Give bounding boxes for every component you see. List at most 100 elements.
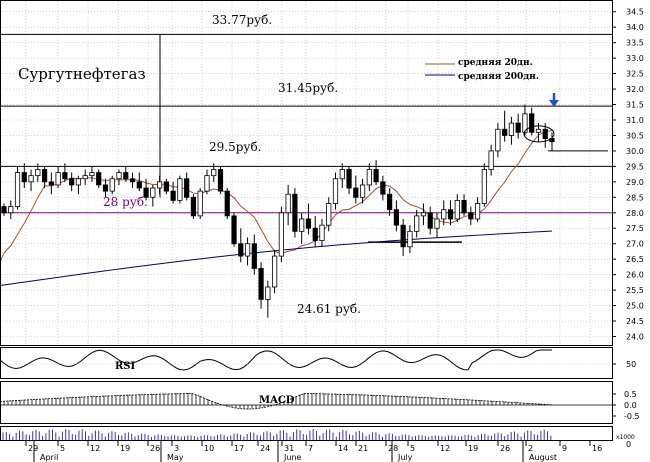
x-tick-label: 12 [440,444,450,453]
down-arrow-head [549,100,559,107]
candle-body [468,212,474,220]
candle-body [353,187,359,198]
candle-body [224,190,230,217]
level-label-33-77: 33.77руб. [212,13,272,27]
y-tick-label: 26.5 [626,255,644,264]
y-tick-label: 29.5 [626,162,644,171]
x-tick-label: 9 [562,444,567,453]
candle-body [184,178,190,198]
x-tick-label: 19 [468,444,478,453]
candle-body [204,175,210,192]
x-tick-label: 26 [150,444,160,453]
candle-body [143,187,149,198]
candle-body [55,172,61,186]
candle-body [326,203,332,226]
y-tick-label: 30.5 [626,131,644,140]
legend-label-ma200: средняя 200дн. [458,72,539,82]
rsi-tick-label: 50 [626,360,636,369]
candle-body [21,172,27,183]
candle-body [109,178,115,192]
candle-body [481,169,487,204]
macd-label: MACD [259,395,295,406]
candle-body [299,218,305,232]
candle-body [292,193,298,232]
candle-body [231,215,237,245]
candle-body [332,178,339,204]
y-tick-label: 24.5 [626,317,644,326]
candle-body [447,209,454,220]
candle-body [529,113,535,133]
x-tick-label: 21 [358,444,368,453]
rsi-label: RSI [115,361,136,372]
macd-tick-label: 0.0 [624,401,637,410]
volume-tick-label: x1000 [616,434,635,441]
y-tick-label: 33.0 [626,54,644,63]
candle-body [244,243,251,257]
candle-body [217,169,224,192]
candle-body [400,224,406,248]
candle-body [427,212,433,229]
x-tick-label: 19 [120,444,130,453]
month-label: May [167,453,184,462]
candle-body [414,215,420,232]
candle-body [420,212,427,217]
candle-body [305,218,312,229]
candle-body [359,184,366,198]
candle-body [285,193,291,214]
x-tick-label: 3 [174,444,179,453]
x-tick-label: 17 [234,444,244,453]
x-tick-label: 10 [204,444,214,453]
main-panel-frame [0,0,613,346]
rsi-line [0,349,552,371]
level-label-31-45: 31.45руб. [278,81,338,95]
candle-body [434,218,440,229]
candle-body [8,206,14,214]
candle-body [1,206,7,214]
candle-body [102,184,109,192]
candle-body [278,212,284,257]
level-label-28: 28 руб. [103,195,148,209]
x-tick-label: 16 [592,444,602,453]
month-label: August [529,453,557,462]
candle-body [251,243,257,269]
low-annotation: 24.61 руб. [297,302,361,316]
y-tick-label: 32.0 [626,85,644,94]
candle-body [150,187,156,198]
month-label: June [283,453,302,462]
candle-body [387,193,393,211]
candle-body [373,169,379,183]
x-tick-label: 5 [60,444,65,453]
candle-body [522,113,528,133]
candle-body [258,268,264,300]
volume-zero-label: 0 [626,440,631,449]
candle-body [170,190,176,201]
month-label: April [40,453,58,462]
candle-body [380,181,386,195]
candle-body [62,172,68,180]
candlesticks [1,104,555,318]
candle-body [14,172,21,207]
candle-body [157,181,163,189]
level-lines [0,33,612,243]
candle-body [535,128,542,133]
candle-body [41,169,48,183]
x-tick-label: 29 [28,444,38,453]
y-tick-label: 25.5 [626,286,644,295]
candle-body [319,224,325,242]
candle-body [272,255,278,288]
legend: средняя 20дн. средняя 200дн. [425,58,539,82]
candle-body [177,178,183,201]
candle-body [75,178,82,186]
x-tick-label: 7 [308,444,313,453]
x-tick-label: 12 [90,444,100,453]
y-tick-label: 28.0 [626,209,644,218]
x-tick-label: 31 [284,444,294,453]
ma200-line [0,230,553,286]
candle-body [197,190,203,217]
candle-body [312,227,318,242]
x-tick-label: 24 [260,444,270,453]
chart-title: Сургутнефтегаз [18,65,146,83]
candle-body [265,286,271,300]
candle-body [238,243,244,257]
